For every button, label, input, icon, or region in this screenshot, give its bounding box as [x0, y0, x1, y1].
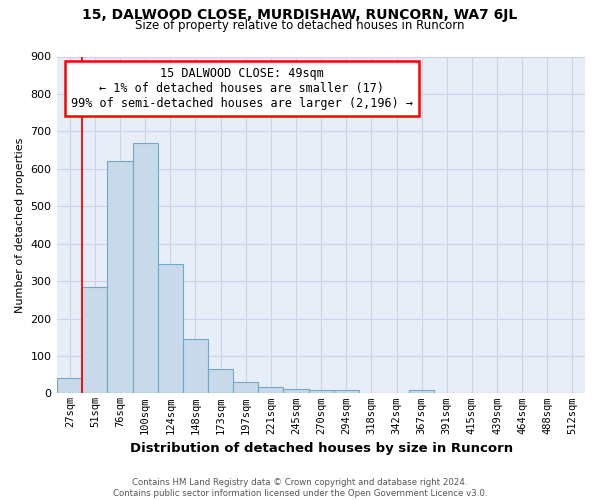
Bar	[258, 386, 283, 394]
Bar	[233, 382, 258, 394]
Bar	[334, 390, 359, 394]
Bar	[283, 389, 308, 394]
Bar	[308, 390, 334, 394]
Bar	[409, 390, 434, 394]
Bar	[107, 162, 133, 394]
X-axis label: Distribution of detached houses by size in Runcorn: Distribution of detached houses by size …	[130, 442, 512, 455]
Bar	[133, 142, 158, 394]
Bar	[183, 339, 208, 394]
Bar	[158, 264, 183, 394]
Text: 15, DALWOOD CLOSE, MURDISHAW, RUNCORN, WA7 6JL: 15, DALWOOD CLOSE, MURDISHAW, RUNCORN, W…	[82, 8, 518, 22]
Bar	[82, 288, 107, 394]
Text: Size of property relative to detached houses in Runcorn: Size of property relative to detached ho…	[135, 19, 465, 32]
Bar	[57, 378, 82, 394]
Text: Contains HM Land Registry data © Crown copyright and database right 2024.
Contai: Contains HM Land Registry data © Crown c…	[113, 478, 487, 498]
Bar	[208, 369, 233, 394]
Text: 15 DALWOOD CLOSE: 49sqm
← 1% of detached houses are smaller (17)
99% of semi-det: 15 DALWOOD CLOSE: 49sqm ← 1% of detached…	[71, 66, 413, 110]
Y-axis label: Number of detached properties: Number of detached properties	[15, 138, 25, 312]
